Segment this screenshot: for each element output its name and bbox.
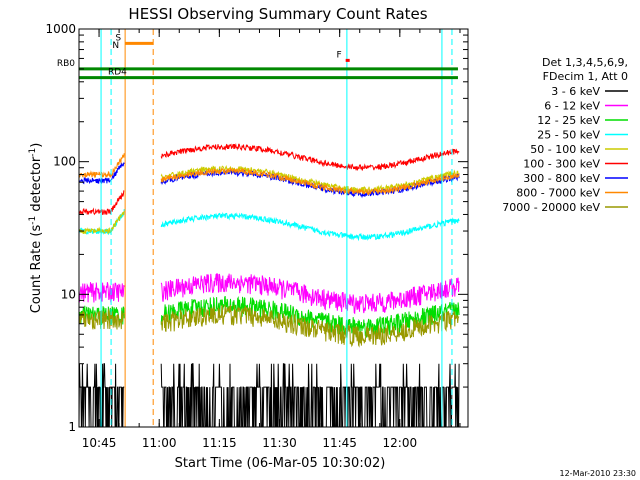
x-axis-label: Start Time (06-Mar-05 10:30:02) bbox=[175, 456, 386, 471]
legend-entry: 300 - 800 keV bbox=[523, 172, 600, 185]
chart-title: HESSI Observing Summary Count Rates bbox=[128, 5, 427, 23]
y-tick-label: 1000 bbox=[45, 22, 76, 36]
legend-entry: 50 - 100 keV bbox=[530, 143, 600, 156]
y-tick-label: 10 bbox=[61, 287, 76, 301]
legend-entry: 7000 - 20000 keV bbox=[502, 201, 600, 214]
legend-entry: 3 - 6 keV bbox=[551, 85, 600, 98]
y-tick-label: 1 bbox=[68, 420, 76, 434]
legend-header-line1: Det 1,3,4,5,6,9, bbox=[542, 56, 628, 69]
series-line bbox=[78, 272, 460, 315]
flag-label: F bbox=[336, 50, 341, 60]
x-tick-label: 11:45 bbox=[322, 436, 357, 450]
flag-label: RB0 bbox=[57, 59, 75, 69]
x-tick-label: 11:00 bbox=[142, 436, 177, 450]
series-line bbox=[78, 153, 460, 196]
x-tick-label: 10:45 bbox=[82, 436, 117, 450]
x-axis: 10:45 11:00 11:15 11:30 11:45 12:00 bbox=[82, 29, 461, 450]
legend: Det 1,3,4,5,6,9, FDecim 1, Att 0 3 - 6 k… bbox=[502, 56, 628, 214]
flag-label: S bbox=[115, 33, 121, 43]
legend-entry: 6 - 12 keV bbox=[544, 100, 600, 113]
x-tick-label: 11:15 bbox=[202, 436, 237, 450]
flag-label: N bbox=[112, 41, 119, 51]
series-line bbox=[78, 142, 460, 216]
y-axis-label: Count Rate (s-1 detector-1) bbox=[28, 143, 44, 314]
flag-label: RD4 bbox=[108, 68, 127, 78]
y-tick-label: 100 bbox=[53, 155, 76, 169]
plot-frame bbox=[78, 28, 469, 428]
legend-header-line2: FDecim 1, Att 0 bbox=[543, 70, 628, 83]
legend-entry: 100 - 300 keV bbox=[523, 158, 600, 171]
flag-layer: SN F RB0 RD4 bbox=[57, 33, 458, 80]
x-tick-label: 11:30 bbox=[262, 436, 297, 450]
y-axis: 1 10 100 1000 bbox=[45, 22, 468, 434]
series-line bbox=[78, 304, 460, 348]
legend-entry: 25 - 50 keV bbox=[537, 129, 600, 142]
marker-layer bbox=[100, 29, 453, 427]
timestamp: 12-Mar-2010 23:30 bbox=[560, 469, 637, 478]
x-tick-label: 12:00 bbox=[383, 436, 418, 450]
trace-layer bbox=[78, 142, 460, 428]
legend-entry: 800 - 7000 keV bbox=[516, 187, 600, 200]
legend-entry: 12 - 25 keV bbox=[537, 114, 600, 127]
